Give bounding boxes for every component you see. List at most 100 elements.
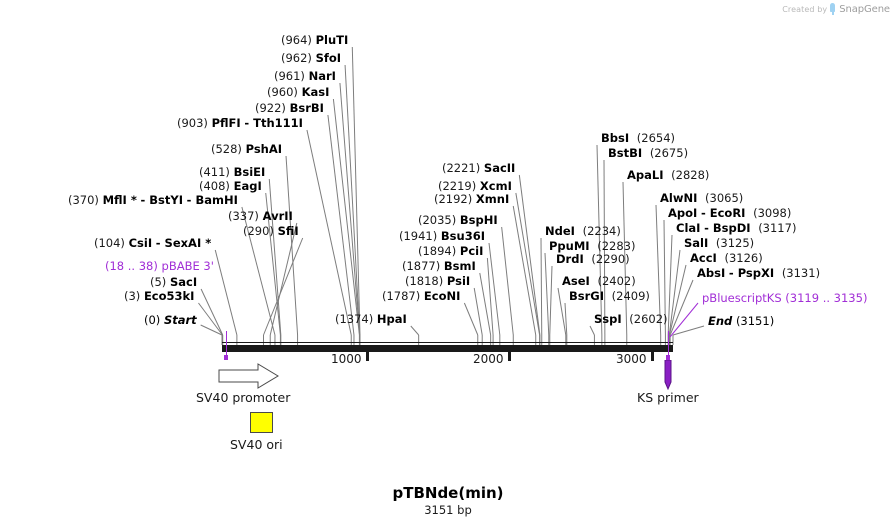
ruler-label-2000: 2000 bbox=[473, 352, 504, 366]
enzyme-label-sfoI[interactable]: (962) SfoI bbox=[281, 51, 342, 65]
terminal-pos: (0) bbox=[144, 313, 161, 327]
enzyme-name: BbsI bbox=[601, 131, 630, 145]
enzyme-label-sacII[interactable]: (2221) SacII bbox=[442, 161, 516, 175]
enzyme-label-ecoNI[interactable]: (1787) EcoNI bbox=[382, 289, 461, 303]
enzyme-pos: (3) bbox=[124, 289, 141, 303]
enzyme-pos: (2192) bbox=[434, 192, 473, 206]
enzyme-pos: (2675) bbox=[649, 146, 689, 160]
primer-range: (18 .. 38) bbox=[105, 259, 158, 273]
enzyme-label-narI[interactable]: (961) NarI bbox=[274, 69, 336, 83]
enzyme-label-csiI-sexAI[interactable]: (104) CsiI - SexAI * bbox=[94, 236, 211, 250]
enzyme-name: EcoRI bbox=[709, 206, 746, 220]
primer-label-pbluescriptks[interactable]: pBluescriptKS (3119 .. 3135) bbox=[702, 291, 867, 305]
enzyme-pos: (2409) bbox=[611, 289, 650, 303]
enzyme-name: SalI bbox=[684, 236, 709, 250]
enzyme-pos: (964) bbox=[281, 33, 312, 47]
enzyme-pos: (3065) bbox=[705, 191, 744, 205]
enzyme-label-plutI[interactable]: (964) PluTI bbox=[281, 33, 348, 47]
enzyme-pos: (2290) bbox=[591, 252, 630, 266]
enzyme-pos: (2221) bbox=[442, 161, 481, 175]
enzyme-pos: (3125) bbox=[715, 236, 755, 250]
enzyme-label-eagI[interactable]: (408) EagI bbox=[199, 179, 262, 193]
enzyme-name: Eco53kI bbox=[143, 289, 195, 303]
enzyme-label-aseI[interactable]: AseI (2402) bbox=[562, 274, 636, 288]
terminal-name: Start bbox=[163, 313, 197, 327]
enzyme-pos: (337) bbox=[228, 209, 259, 223]
plasmid-size-label: 3151 bp bbox=[424, 503, 472, 517]
enzyme-label-mflI-bstYI-bamHI[interactable]: (370) MflI * - BstYI - BamHI bbox=[68, 193, 238, 207]
terminal-label-end[interactable]: End (3151) bbox=[708, 314, 774, 328]
enzyme-label-eco53kI[interactable]: (3) Eco53kI bbox=[124, 289, 195, 303]
enzyme-name: SfoI bbox=[315, 51, 342, 65]
enzyme-name: ApaLI bbox=[627, 168, 664, 182]
enzyme-name: Tth111I bbox=[253, 116, 303, 130]
enzyme-label-alwNI[interactable]: AlwNI (3065) bbox=[660, 191, 744, 205]
enzyme-pos: (961) bbox=[274, 69, 305, 83]
enzyme-name: EcoNI bbox=[423, 289, 461, 303]
enzyme-separator: - bbox=[704, 221, 713, 235]
enzyme-pos: (2654) bbox=[636, 131, 676, 145]
enzyme-label-salI[interactable]: SalI (3125) bbox=[684, 236, 755, 250]
enzyme-label-bsrBI[interactable]: (922) BsrBI bbox=[255, 101, 324, 115]
enzyme-label-bsiEI[interactable]: (411) BsiEI bbox=[199, 165, 265, 179]
enzyme-name: BstBI bbox=[608, 146, 643, 160]
sv40-promoter-arrow-icon[interactable] bbox=[218, 363, 280, 389]
enzyme-label-sfiI[interactable]: (290) SfiI bbox=[243, 225, 299, 238]
enzyme-label-bbsI[interactable]: BbsI (2654) bbox=[601, 131, 676, 145]
enzyme-label-ppuMI[interactable]: PpuMI (2283) bbox=[549, 239, 635, 253]
enzyme-label-bsrGI[interactable]: BsrGI (2409) bbox=[569, 289, 650, 303]
enzyme-label-hpaI[interactable]: (1374) HpaI bbox=[335, 312, 407, 326]
enzyme-label-bsu36I[interactable]: (1941) Bsu36I bbox=[399, 230, 485, 243]
enzyme-name: SacII bbox=[483, 161, 516, 175]
ks-primer-arrow-icon[interactable] bbox=[660, 360, 676, 390]
enzyme-pos: (1374) bbox=[335, 312, 374, 326]
primer-label-pbabe-3[interactable]: (18 .. 38) pBABE 3' bbox=[105, 259, 214, 273]
enzyme-pos: (1877) bbox=[402, 259, 441, 273]
enzyme-label-apoI-ecoRI[interactable]: ApoI - EcoRI (3098) bbox=[668, 206, 791, 220]
terminal-label-start[interactable]: (0) Start bbox=[144, 313, 197, 327]
enzyme-name: AlwNI bbox=[660, 191, 698, 205]
enzyme-label-accI[interactable]: AccI (3126) bbox=[690, 251, 763, 265]
enzyme-name: BamHI bbox=[195, 193, 238, 207]
enzyme-label-xmnI[interactable]: (2192) XmnI bbox=[434, 192, 510, 206]
enzyme-pos: (2402) bbox=[597, 274, 636, 288]
enzyme-label-absI-pspXI[interactable]: AbsI - PspXI (3131) bbox=[697, 266, 820, 280]
enzyme-name: BsmI bbox=[443, 259, 476, 273]
enzyme-label-bstBI[interactable]: BstBI (2675) bbox=[608, 146, 689, 160]
enzyme-separator: - bbox=[155, 236, 165, 250]
enzyme-label-drdI[interactable]: DrdI (2290) bbox=[556, 252, 630, 266]
enzyme-label-pciI[interactable]: (1894) PciI bbox=[418, 245, 483, 258]
enzyme-label-claI-bspDI[interactable]: ClaI - BspDI (3117) bbox=[676, 221, 796, 235]
ks-primer-label: KS primer bbox=[637, 390, 699, 405]
enzyme-label-sspI[interactable]: SspI (2602) bbox=[594, 313, 668, 326]
enzyme-pos: (408) bbox=[199, 179, 230, 193]
enzyme-label-bsmI[interactable]: (1877) BsmI bbox=[402, 259, 476, 273]
enzyme-label-sacI[interactable]: (5) SacI bbox=[150, 276, 197, 289]
enzyme-label-pshAI[interactable]: (528) PshAI bbox=[211, 143, 282, 156]
enzyme-name: PsiI bbox=[446, 274, 471, 288]
enzyme-label-pflFI-tth111I[interactable]: (903) PflFI - Tth111I bbox=[177, 116, 303, 130]
enzyme-separator: - bbox=[186, 193, 196, 207]
enzyme-label-psiI[interactable]: (1818) PsiI bbox=[405, 274, 471, 288]
enzyme-name: PspXI bbox=[737, 266, 775, 280]
sv40-promoter-label: SV40 promoter bbox=[196, 390, 291, 405]
enzyme-pos: (411) bbox=[199, 165, 230, 179]
sv40-ori-box-icon[interactable] bbox=[250, 412, 273, 433]
enzyme-name: BspHI bbox=[459, 213, 498, 227]
ruler-tick-1000 bbox=[366, 352, 369, 361]
enzyme-label-ndeI[interactable]: NdeI (2234) bbox=[545, 225, 621, 238]
enzyme-pos: (922) bbox=[255, 101, 286, 115]
enzyme-label-apaLI[interactable]: ApaLI (2828) bbox=[627, 168, 710, 182]
enzyme-label-avrII[interactable]: (337) AvrII bbox=[228, 209, 293, 223]
sv40-ori-label: SV40 ori bbox=[230, 437, 283, 452]
enzyme-separator: - bbox=[728, 266, 738, 280]
ruler-tick-2000 bbox=[508, 352, 511, 361]
enzyme-name: PpuMI bbox=[549, 239, 590, 253]
enzyme-label-kasI[interactable]: (960) KasI bbox=[267, 86, 329, 99]
enzyme-pos: (2828) bbox=[671, 168, 710, 182]
enzyme-name: AccI bbox=[690, 251, 717, 265]
enzyme-label-xcmI[interactable]: (2219) XcmI bbox=[438, 180, 512, 193]
enzyme-name: XmnI bbox=[475, 192, 510, 206]
enzyme-label-bspHI[interactable]: (2035) BspHI bbox=[418, 213, 498, 227]
